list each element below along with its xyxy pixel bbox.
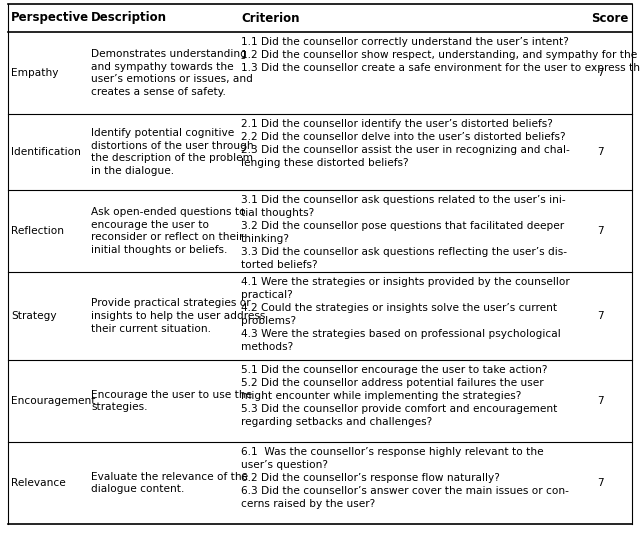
- Text: 7: 7: [596, 396, 604, 406]
- Text: 5.1 Did the counsellor encourage the user to take action?
5.2 Did the counsellor: 5.1 Did the counsellor encourage the use…: [241, 365, 557, 427]
- Text: Ask open-ended questions to
encourage the user to
reconsider or reflect on their: Ask open-ended questions to encourage th…: [91, 207, 246, 255]
- Text: Reflection: Reflection: [11, 226, 64, 236]
- Text: Evaluate the relevance of the
dialogue content.: Evaluate the relevance of the dialogue c…: [91, 472, 248, 494]
- Text: Criterion: Criterion: [241, 11, 300, 25]
- Text: Demonstrates understanding
and sympathy towards the
user’s emotions or issues, a: Demonstrates understanding and sympathy …: [91, 49, 253, 97]
- Text: Identification: Identification: [11, 147, 81, 157]
- Text: 7: 7: [596, 311, 604, 321]
- Text: Strategy: Strategy: [11, 311, 56, 321]
- Text: Encouragement: Encouragement: [11, 396, 95, 406]
- Text: 2.1 Did the counsellor identify the user’s distorted beliefs?
2.2 Did the counse: 2.1 Did the counsellor identify the user…: [241, 119, 570, 168]
- Text: Description: Description: [91, 11, 167, 25]
- Text: Encourage the user to use the
strategies.: Encourage the user to use the strategies…: [91, 390, 252, 412]
- Text: 7: 7: [596, 226, 604, 236]
- Text: Identify potential cognitive
distortions of the user through
the description of : Identify potential cognitive distortions…: [91, 128, 253, 176]
- Text: 7: 7: [596, 68, 604, 78]
- Text: 4.1 Were the strategies or insights provided by the counsellor
practical?
4.2 Co: 4.1 Were the strategies or insights prov…: [241, 277, 570, 352]
- Text: Score: Score: [591, 11, 629, 25]
- Text: 7: 7: [596, 147, 604, 157]
- Text: Empathy: Empathy: [11, 68, 58, 78]
- Text: Perspective: Perspective: [11, 11, 89, 25]
- Text: Relevance: Relevance: [11, 478, 66, 488]
- Text: 3.1 Did the counsellor ask questions related to the user’s ini-
tial thoughts?
3: 3.1 Did the counsellor ask questions rel…: [241, 195, 567, 270]
- Text: 1.1 Did the counsellor correctly understand the user’s intent?
1.2 Did the couns: 1.1 Did the counsellor correctly underst…: [241, 37, 640, 73]
- Text: 6.1  Was the counsellor’s response highly relevant to the
user’s question?
6.2 D: 6.1 Was the counsellor’s response highly…: [241, 447, 569, 509]
- Text: Provide practical strategies or
insights to help the user address
their current : Provide practical strategies or insights…: [91, 298, 266, 334]
- Text: 7: 7: [596, 478, 604, 488]
